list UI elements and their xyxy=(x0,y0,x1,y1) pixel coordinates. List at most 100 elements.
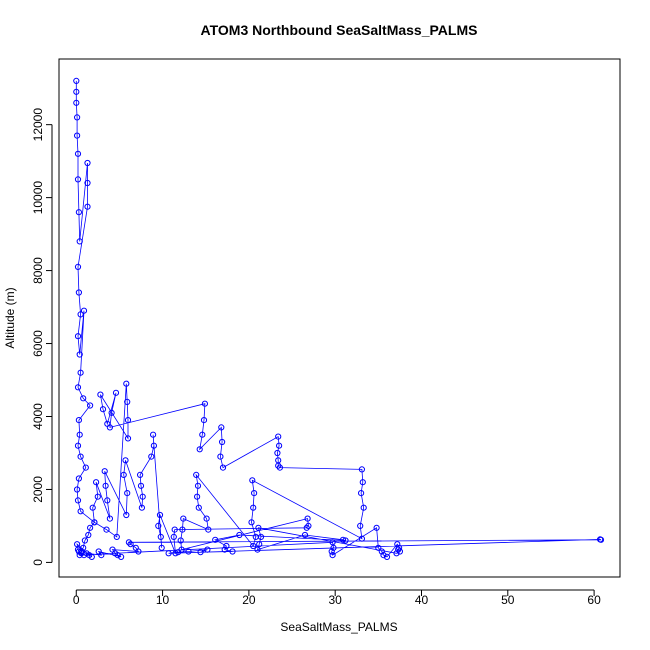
data-point xyxy=(257,533,265,541)
data-point xyxy=(251,490,258,497)
data-point xyxy=(74,486,81,493)
data-point xyxy=(124,435,132,442)
data-point xyxy=(75,209,83,216)
data-point xyxy=(193,471,200,478)
data-point xyxy=(88,553,95,561)
data-point xyxy=(329,552,336,559)
x-tick-label: 50 xyxy=(501,593,515,607)
plot-frame xyxy=(58,58,621,578)
data-point xyxy=(112,389,120,396)
data-point xyxy=(254,546,261,553)
data-point xyxy=(84,203,91,210)
data-point xyxy=(597,536,605,543)
data-point xyxy=(108,409,115,416)
data-point xyxy=(75,475,83,482)
data-point xyxy=(87,524,94,531)
data-point xyxy=(221,546,228,553)
data-point xyxy=(194,493,201,500)
x-tick-label: 60 xyxy=(587,593,601,607)
x-tick-label: 30 xyxy=(329,593,343,607)
data-point xyxy=(77,369,84,376)
data-point xyxy=(358,490,365,497)
data-point xyxy=(393,550,400,557)
data-point xyxy=(358,466,365,473)
data-point xyxy=(76,431,83,438)
data-point xyxy=(196,446,203,453)
data-point xyxy=(75,417,83,424)
data-layer xyxy=(73,77,605,561)
data-point xyxy=(73,99,80,106)
data-point xyxy=(275,462,282,469)
data-point xyxy=(219,464,227,471)
data-point xyxy=(203,515,210,522)
data-point xyxy=(199,431,206,438)
data-point xyxy=(118,553,125,561)
data-point xyxy=(195,504,202,511)
chart-title: ATOM3 Northbound SeaSaltMass_PALMS xyxy=(201,22,478,38)
data-point xyxy=(342,537,349,544)
data-point xyxy=(378,548,385,555)
data-point xyxy=(80,552,88,559)
data-point xyxy=(85,531,92,539)
data-point xyxy=(114,552,121,559)
data-point xyxy=(250,542,257,550)
data-point xyxy=(249,477,256,484)
x-tick-label: 10 xyxy=(156,593,170,607)
data-point xyxy=(74,114,81,121)
data-point xyxy=(137,471,144,478)
data-point xyxy=(98,552,105,559)
data-point xyxy=(76,351,83,358)
y-tick-label: 12000 xyxy=(31,108,45,142)
data-point xyxy=(219,438,226,446)
data-point xyxy=(97,391,104,398)
data-point xyxy=(77,453,84,460)
data-point xyxy=(82,464,89,471)
data-point xyxy=(194,482,202,489)
data-point xyxy=(304,515,311,522)
data-point xyxy=(76,238,83,245)
data-point xyxy=(139,493,146,500)
data-point xyxy=(171,526,178,533)
x-axis-label: SeaSaltMass_PALMS xyxy=(280,620,397,634)
data-point xyxy=(99,406,107,413)
data-point xyxy=(148,453,155,460)
data-point xyxy=(301,531,309,539)
data-point xyxy=(124,417,132,424)
data-point xyxy=(305,522,312,530)
data-point xyxy=(150,442,157,449)
data-point xyxy=(185,548,192,555)
data-point xyxy=(123,380,130,387)
y-axis-label: Altitude (m) xyxy=(3,287,17,348)
data-point xyxy=(375,544,382,551)
data-point xyxy=(74,497,82,504)
data-point xyxy=(113,533,120,541)
data-point xyxy=(150,431,157,438)
data-point xyxy=(94,493,101,500)
data-point xyxy=(156,511,164,519)
data-point xyxy=(74,150,82,157)
data-point xyxy=(106,424,114,431)
data-point xyxy=(80,307,88,314)
data-point xyxy=(276,442,283,449)
data-point xyxy=(158,544,165,551)
data-point xyxy=(74,384,82,391)
data-point xyxy=(74,132,81,139)
data-point xyxy=(357,522,364,530)
data-point xyxy=(135,548,142,555)
data-point xyxy=(360,504,367,511)
data-point xyxy=(124,490,131,497)
y-axis: 0 2000 4000 6000 8000 10000 12000 xyxy=(31,108,53,566)
data-point xyxy=(175,549,182,556)
data-point xyxy=(276,464,283,471)
data-point xyxy=(74,442,82,449)
y-tick-label: 6000 xyxy=(31,330,45,357)
data-point xyxy=(197,549,204,556)
data-point xyxy=(84,179,91,187)
data-point xyxy=(380,552,387,559)
data-point xyxy=(303,524,310,531)
x-tick-label: 40 xyxy=(415,593,429,607)
data-point xyxy=(73,88,80,95)
data-point xyxy=(125,539,132,546)
